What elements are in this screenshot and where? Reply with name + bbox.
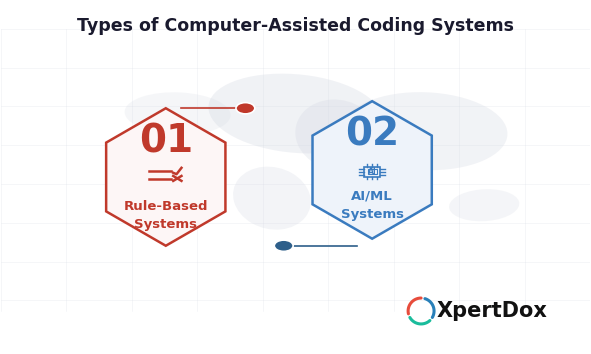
Ellipse shape	[296, 99, 378, 170]
Ellipse shape	[233, 167, 311, 230]
Ellipse shape	[319, 156, 390, 212]
Circle shape	[274, 240, 293, 251]
Text: 01: 01	[139, 123, 193, 161]
Polygon shape	[313, 101, 432, 239]
Ellipse shape	[343, 92, 508, 170]
Text: 02: 02	[345, 116, 399, 154]
Text: AI: AI	[368, 167, 376, 176]
Circle shape	[236, 103, 255, 114]
Text: Types of Computer-Assisted Coding Systems: Types of Computer-Assisted Coding System…	[77, 17, 514, 35]
Ellipse shape	[449, 189, 519, 221]
Ellipse shape	[209, 74, 382, 153]
Text: Rule-Based
Systems: Rule-Based Systems	[124, 200, 208, 231]
Polygon shape	[106, 108, 225, 246]
Text: XpertDox: XpertDox	[437, 301, 548, 321]
Text: AI/ML
Systems: AI/ML Systems	[340, 190, 404, 221]
Ellipse shape	[125, 92, 230, 135]
